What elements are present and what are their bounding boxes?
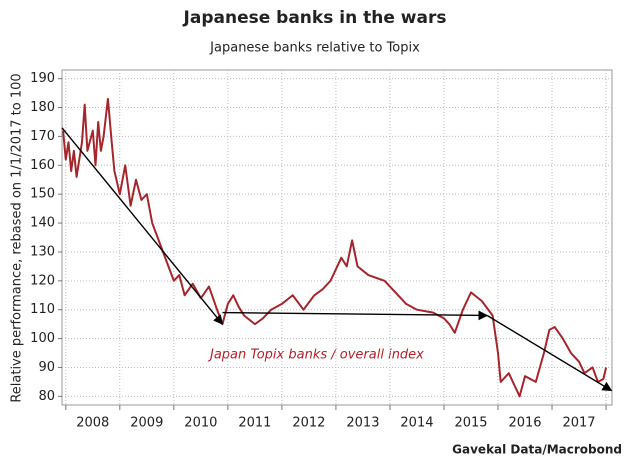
x-tick-label: 2008 bbox=[76, 416, 109, 431]
y-tick-label: 160 bbox=[30, 158, 55, 173]
chart-subtitle: Japanese banks relative to Topix bbox=[209, 41, 420, 56]
source: Gavekal Data/Macrobond bbox=[452, 443, 622, 457]
y-tick-label: 180 bbox=[30, 100, 55, 115]
y-tick-label: 150 bbox=[30, 187, 55, 202]
trend-arrow bbox=[222, 310, 489, 321]
y-tick-label: 90 bbox=[38, 360, 55, 375]
annotation: Japan Topix banks / overall index bbox=[207, 348, 424, 363]
data-line bbox=[62, 97, 608, 398]
y-tick-label: 190 bbox=[30, 71, 55, 86]
y-tick-label: 170 bbox=[30, 129, 55, 144]
trend-arrow bbox=[486, 314, 613, 392]
y-tick-label: 80 bbox=[38, 389, 55, 404]
y-axis-label: Relative performance, rebased on 1/1/201… bbox=[10, 73, 25, 402]
x-tick-label: 2016 bbox=[508, 416, 541, 431]
y-tick-label: 100 bbox=[30, 331, 55, 346]
y-tick-label: 140 bbox=[30, 216, 55, 231]
plot-frame bbox=[61, 69, 613, 406]
chart-title: Japanese banks in the wars bbox=[183, 8, 447, 28]
x-tick-label: 2013 bbox=[346, 416, 379, 431]
x-tick-label: 2009 bbox=[130, 416, 163, 431]
y-tick-label: 110 bbox=[30, 302, 55, 317]
x-tick-label: 2010 bbox=[184, 416, 217, 431]
x-tick-label: 2012 bbox=[292, 416, 325, 431]
trend-arrow bbox=[61, 127, 224, 325]
x-tick-label: 2011 bbox=[238, 416, 271, 431]
x-tick-label: 2017 bbox=[562, 416, 595, 431]
x-tick-label: 2015 bbox=[454, 416, 487, 431]
y-tick-label: 130 bbox=[30, 244, 55, 259]
x-tick-label: 2014 bbox=[400, 416, 433, 431]
y-tick-label: 120 bbox=[30, 273, 55, 288]
